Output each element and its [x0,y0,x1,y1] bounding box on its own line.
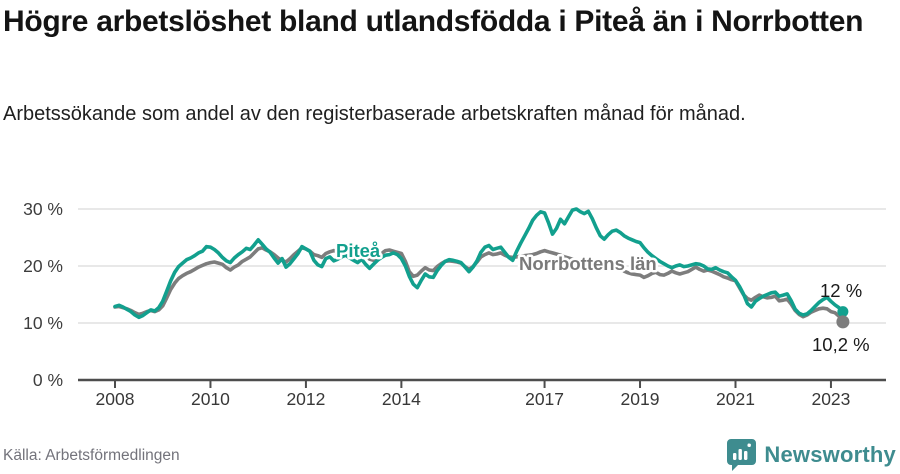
source-note: Källa: Arbetsförmedlingen [3,447,180,464]
norrbotten-end-label: 10,2 % [812,334,870,355]
y-tick-label: 0 % [33,370,63,390]
page-title: Högre arbetslöshet bland utlandsfödda i … [3,5,864,38]
x-tick-label: 2008 [96,389,135,409]
x-tick-label: 2019 [621,389,660,409]
norrbotten-end-dot [836,315,850,329]
norrbotten-series-label: Norrbottens län [519,253,657,274]
y-tick-label: 30 % [23,199,63,219]
chart-subtitle: Arbetssökande som andel av den registerb… [3,103,746,125]
x-tick-label: 2012 [286,389,325,409]
pitea-line [113,207,845,320]
brand-logo: Newsworthy [726,438,896,471]
x-tick-label: 2023 [811,389,850,409]
y-tick-label: 20 % [23,256,63,276]
y-tick-label: 10 % [23,313,63,333]
x-tick-label: 2017 [525,389,564,409]
pitea-series-label: Piteå [336,240,381,261]
x-tick-label: 2014 [382,389,421,409]
brand-name: Newsworthy [764,441,896,467]
x-tick-label: 2010 [191,389,230,409]
pitea-end-dot [837,306,849,318]
pitea-end-label: 12 % [820,280,862,301]
newsworthy-icon [727,439,757,471]
x-tick-label: 2021 [716,389,755,409]
